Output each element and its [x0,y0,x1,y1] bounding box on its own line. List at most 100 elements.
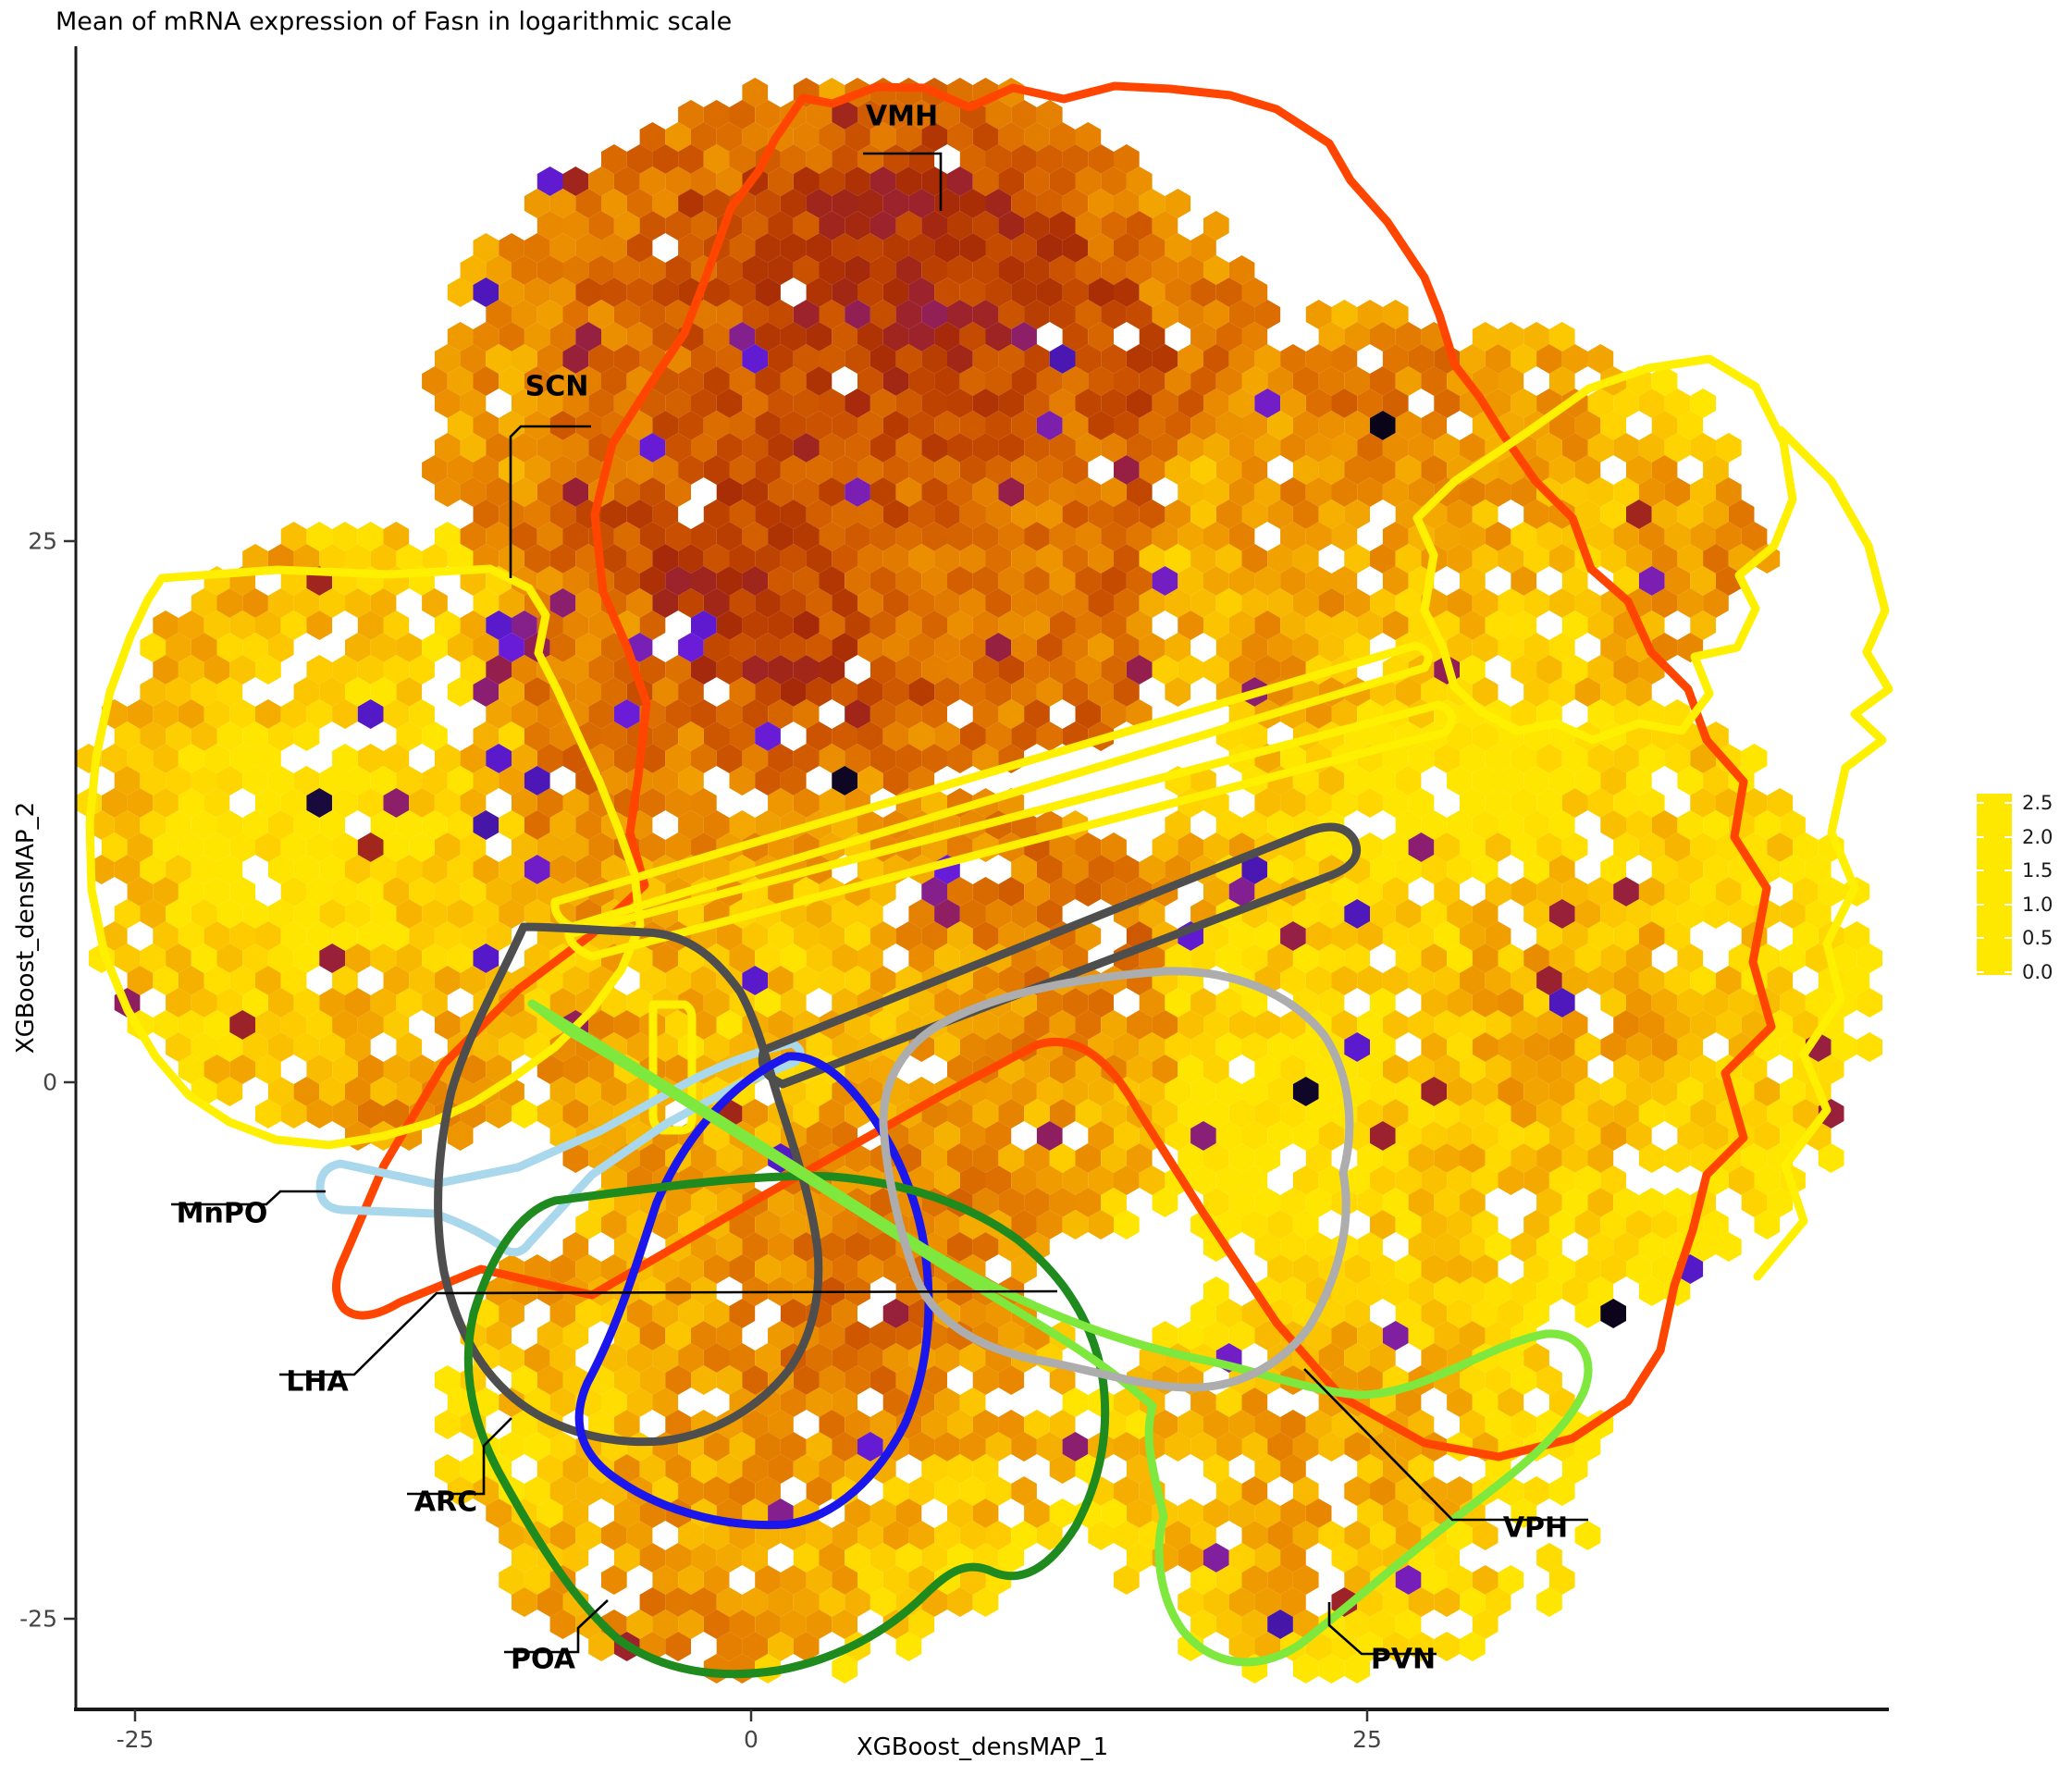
hex-cell [383,522,410,551]
hex-cell [972,1498,999,1528]
region-outline-poa [463,1171,1110,1679]
hex-cell [1485,610,1511,640]
hex-cell [1536,832,1562,862]
hex-cell [396,855,423,884]
hex-cell [536,344,563,374]
hex-cell [857,722,883,751]
hex-cell [1523,500,1549,529]
hex-cell [652,1299,679,1328]
hex-cell [319,677,345,707]
colorbar-tick-label: 0.0 [2022,961,2054,983]
hex-cell [652,411,679,440]
hex-cell [998,966,1025,995]
hex-cell [1485,1587,1511,1617]
hex-cell [1703,1077,1729,1106]
hex-cell [1485,744,1511,773]
hex-cell [908,1521,935,1550]
hex-cell [1587,1232,1614,1262]
hex-cell [127,966,154,995]
hex-cell [1178,1498,1203,1528]
hex-cell [562,1543,589,1572]
hex-cell [1139,233,1166,263]
hex-cell [639,1365,666,1395]
hex-cell [1280,1054,1306,1084]
hex-cell [1203,300,1229,329]
hex-cell [985,500,1012,529]
hex-cell [1254,655,1281,684]
hex-cell [473,855,500,884]
hex-cell [114,944,141,973]
hex-cell [1139,500,1166,529]
hex-cell [870,655,896,684]
hex-cell [1165,189,1191,218]
hex-cell [1280,477,1306,507]
hex-cell [447,677,474,707]
hex-cell [819,610,845,640]
hex-cell [1574,1166,1601,1195]
hex-cell [819,744,845,773]
hex-cell [524,722,550,751]
hex-cell [1152,1321,1178,1350]
hex-cell [1190,1388,1216,1417]
hex-cell [178,1054,204,1084]
hex-cell [1511,966,1537,995]
hex-cell [1523,766,1549,796]
hex-cell [1305,1099,1332,1128]
hex-cell [870,966,896,995]
hex-cell [588,610,614,640]
hex-cell [1460,1188,1486,1217]
hex-cell [1357,1010,1383,1040]
hex-cell [1677,855,1704,884]
hex-cell [409,655,435,684]
hex-cell [895,566,922,596]
hex-cell [755,677,781,707]
hex-cell [845,966,870,995]
hex-cell [473,233,500,263]
hex-cell [191,1032,217,1062]
hex-cell [755,1343,781,1373]
hex-cell [1780,944,1806,973]
hex-cell [562,610,589,640]
hex-cell [1651,455,1678,485]
hex-cell [1677,944,1704,973]
hex-cell [486,655,512,684]
hex-cell [153,1010,179,1040]
hex-cell [691,522,717,551]
hex-cell [882,322,909,352]
hex-cell [1460,1099,1486,1128]
hex-cell [575,855,601,884]
hex-cell [742,744,769,773]
hex-cell [1241,588,1268,618]
hex-cell [857,144,883,174]
hex-cell [178,610,204,640]
hex-cell [947,1143,973,1173]
hex-cell [716,122,743,152]
hex-cell [1331,344,1358,374]
hex-cell [1536,1188,1562,1217]
hex-cell [1292,1654,1319,1684]
hex-cell [1011,1254,1037,1284]
hex-cell [934,1166,960,1195]
hex-cell [742,1365,769,1395]
hex-cell [1460,655,1486,684]
hex-cell [793,610,820,640]
hex-cell [793,788,820,818]
hex-cell [447,899,474,929]
hex-cell [947,344,973,374]
hex-cell [1561,788,1588,818]
hex-cell [1292,411,1319,440]
colorbar-tick-label: 2.5 [2022,792,2054,814]
hex-cell [1267,855,1293,884]
hex-cell [499,1432,524,1462]
hex-cell [1523,1210,1549,1240]
hex-cell [255,655,281,684]
hex-cell [934,944,960,973]
hex-cell [422,544,448,574]
hex-cell [306,788,333,818]
hex-cell [166,855,191,884]
hex-cell [524,366,550,396]
region-label-scn: SCN [524,370,589,403]
hex-cell [178,744,204,773]
hex-cell [1613,1232,1639,1262]
